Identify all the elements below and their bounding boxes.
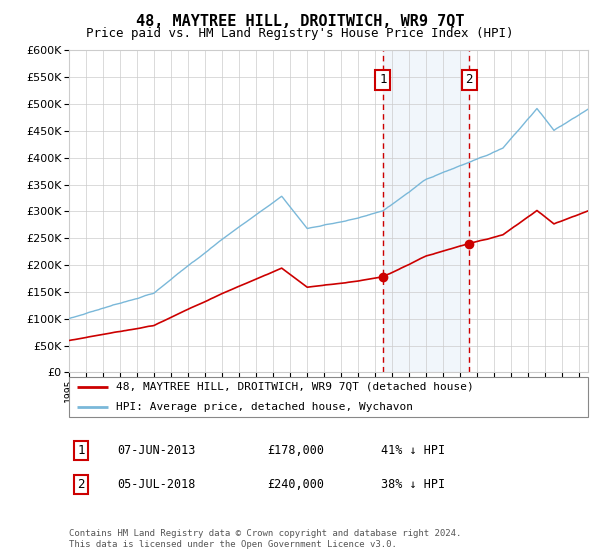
Text: Price paid vs. HM Land Registry's House Price Index (HPI): Price paid vs. HM Land Registry's House … (86, 27, 514, 40)
Text: 48, MAYTREE HILL, DROITWICH, WR9 7QT (detached house): 48, MAYTREE HILL, DROITWICH, WR9 7QT (de… (116, 382, 473, 392)
Text: 07-JUN-2013: 07-JUN-2013 (117, 444, 196, 458)
Text: £240,000: £240,000 (267, 478, 324, 491)
Text: 1: 1 (379, 73, 386, 86)
Text: 38% ↓ HPI: 38% ↓ HPI (381, 478, 445, 491)
Text: £178,000: £178,000 (267, 444, 324, 458)
FancyBboxPatch shape (69, 377, 588, 417)
Text: HPI: Average price, detached house, Wychavon: HPI: Average price, detached house, Wych… (116, 402, 413, 412)
Text: Contains HM Land Registry data © Crown copyright and database right 2024.
This d: Contains HM Land Registry data © Crown c… (69, 529, 461, 549)
Bar (383, 50, 469, 372)
Text: 41% ↓ HPI: 41% ↓ HPI (381, 444, 445, 458)
Text: 1: 1 (77, 444, 85, 458)
Text: 48, MAYTREE HILL, DROITWICH, WR9 7QT: 48, MAYTREE HILL, DROITWICH, WR9 7QT (136, 14, 464, 29)
Text: 2: 2 (77, 478, 85, 491)
Text: 05-JUL-2018: 05-JUL-2018 (117, 478, 196, 491)
Text: 2: 2 (466, 73, 473, 86)
